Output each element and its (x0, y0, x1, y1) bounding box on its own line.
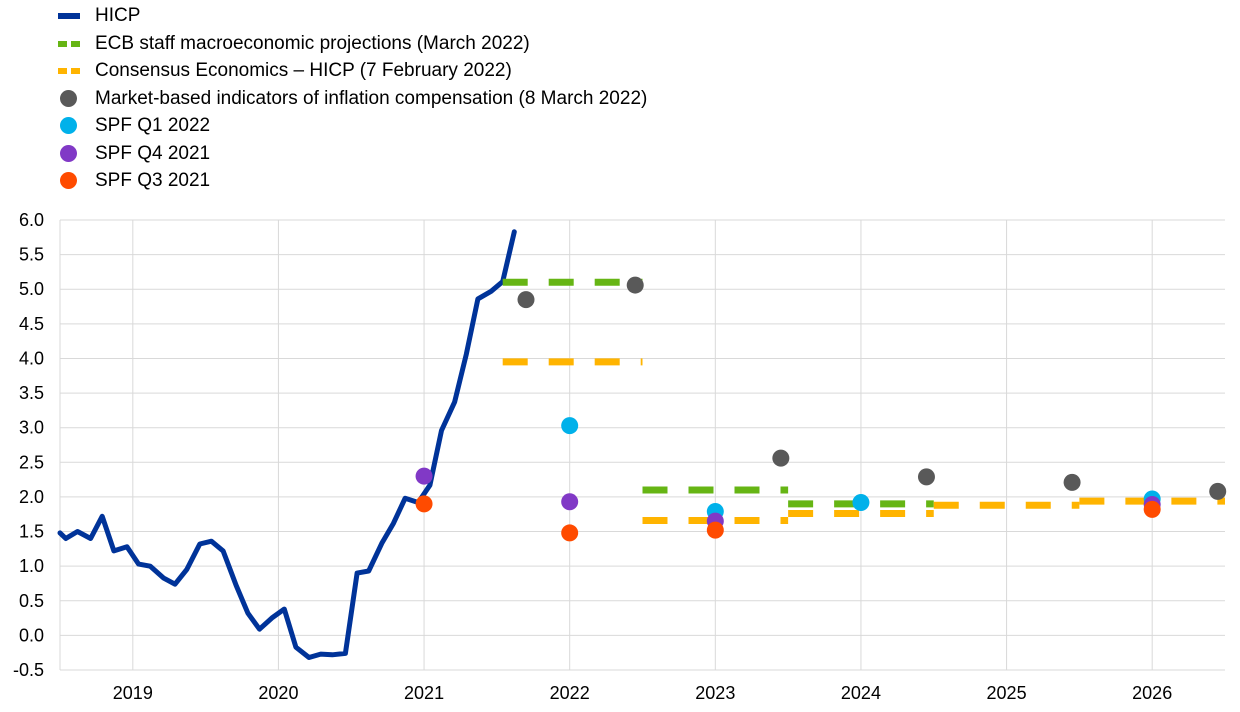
x-tick-label: 2019 (113, 683, 153, 703)
y-tick-label: 4.5 (19, 314, 44, 334)
y-tick-label: 1.5 (19, 522, 44, 542)
legend-swatch-dot (60, 117, 77, 134)
y-tick-label: 3.0 (19, 418, 44, 438)
legend-swatch-line (58, 13, 80, 19)
legend-swatch-dot (60, 89, 77, 107)
data-point (1209, 482, 1227, 500)
x-tick-label: 2022 (550, 683, 590, 703)
data-point (1063, 473, 1081, 491)
y-tick-label: 2.0 (19, 487, 44, 507)
data-point (917, 468, 935, 486)
legend-label: SPF Q3 2021 (95, 170, 211, 191)
data-point (1143, 500, 1161, 518)
legend-swatch-dot (60, 144, 77, 162)
data-point (706, 521, 724, 539)
x-tick-label: 2024 (841, 683, 881, 703)
y-tick-label: 1.0 (19, 556, 44, 576)
data-point (561, 417, 579, 435)
legend-label: Consensus Economics – HICP (7 February 2… (95, 60, 512, 81)
x-tick-label: 2026 (1132, 683, 1172, 703)
legend-swatch-dashed (58, 40, 80, 47)
y-tick-label: 5.5 (19, 245, 44, 265)
hicp-line (57, 229, 517, 660)
legend-swatch-dot (60, 172, 77, 189)
data-point (415, 495, 433, 513)
y-tick-label: 6.0 (19, 210, 44, 230)
y-tick-label: 2.5 (19, 452, 44, 472)
data-point (626, 276, 644, 294)
data-point (852, 493, 870, 511)
data-point (517, 291, 535, 309)
x-tick-label: 2020 (258, 683, 298, 703)
x-tick-label: 2023 (695, 683, 735, 703)
data-point (561, 493, 579, 511)
x-tick-label: 2025 (987, 683, 1027, 703)
legend-label: SPF Q4 2021 (95, 142, 211, 164)
series (57, 229, 1227, 660)
legend-label: HICP (95, 5, 141, 26)
data-point (772, 449, 790, 467)
y-tick-label: 4.0 (19, 348, 44, 368)
data-point (561, 524, 579, 542)
y-tick-label: 3.5 (19, 383, 44, 403)
y-tick-label: 0.5 (19, 591, 44, 611)
y-tick-label: 5.0 (19, 279, 44, 299)
axes: 6.0 5.5 5.0 4.5 4.0 3.5 3.0 2.5 2.0 1.5 1.0 0.5 0.0 -… (13, 210, 1172, 703)
legend-swatch-dashed (58, 68, 80, 74)
data-point (415, 467, 433, 485)
legend-label: Market-based indicators of inflation com… (95, 87, 648, 109)
legend-label: ECB staff macroeconomic projections (Mar… (95, 32, 530, 54)
legend-label: SPF Q1 2022 (95, 115, 211, 136)
y-tick-label: -0.5 (13, 660, 44, 680)
y-tick-label: 0.0 (19, 625, 44, 645)
x-tick-label: 2021 (404, 683, 444, 703)
